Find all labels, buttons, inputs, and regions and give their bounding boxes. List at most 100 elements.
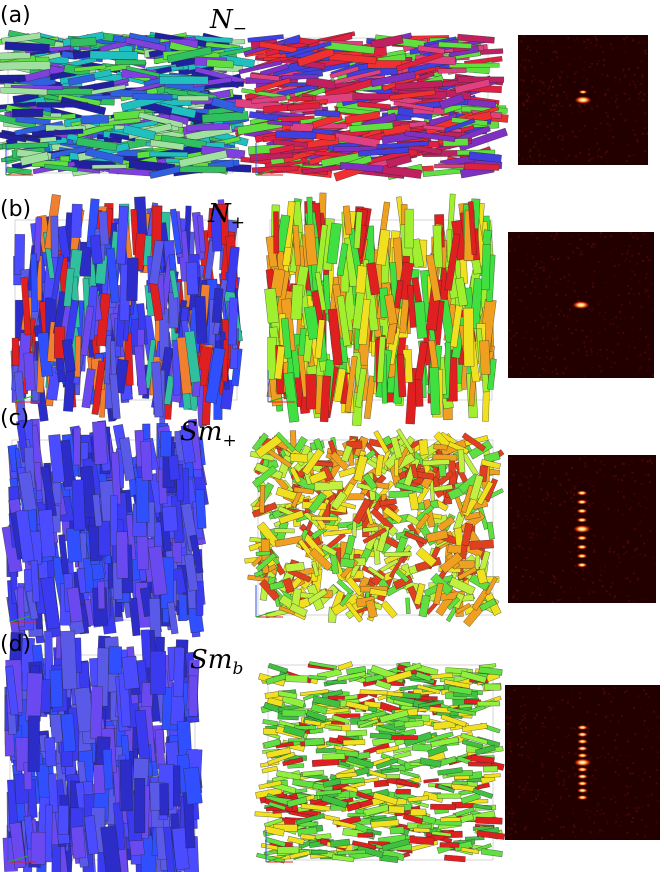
speckle: [646, 704, 649, 707]
speckle: [585, 335, 588, 338]
speckle: [545, 286, 548, 289]
speckle: [537, 476, 540, 479]
speckle: [538, 510, 541, 513]
speckle: [628, 345, 631, 348]
speckle: [556, 468, 558, 470]
speckle: [558, 75, 561, 78]
speckle: [566, 300, 569, 303]
speckle: [515, 566, 518, 569]
speckle: [572, 823, 575, 826]
speckle: [615, 814, 618, 817]
diffraction-spot: [577, 767, 588, 772]
speckle: [637, 578, 640, 581]
speckle: [641, 747, 644, 750]
axis-z: [5, 168, 27, 176]
speckle: [549, 808, 552, 811]
speckle: [529, 149, 532, 152]
particle: [25, 672, 43, 722]
particle: [457, 33, 495, 44]
speckle: [624, 260, 627, 263]
speckle: [606, 161, 609, 164]
speckle: [598, 148, 601, 151]
speckle: [603, 564, 606, 567]
speckle: [628, 292, 631, 295]
speckle: [609, 322, 612, 325]
speckle: [541, 462, 544, 465]
speckle: [531, 66, 534, 69]
speckle: [520, 79, 523, 82]
particle: [170, 208, 182, 255]
speckle: [603, 567, 606, 570]
speckle: [654, 794, 657, 797]
speckle: [595, 687, 598, 690]
speckle: [525, 829, 528, 832]
speckle: [524, 59, 527, 62]
speckle: [581, 751, 584, 754]
speckle: [510, 337, 512, 339]
diffraction-spot: [577, 753, 588, 758]
speckle: [543, 155, 546, 158]
speckle: [603, 153, 606, 156]
speckle: [603, 516, 606, 519]
speckle: [644, 52, 647, 55]
speckle: [602, 536, 605, 539]
particle: [89, 234, 103, 265]
speckle: [557, 599, 560, 602]
speckle: [559, 826, 562, 829]
particle: [290, 284, 304, 320]
speckle: [565, 94, 568, 97]
speckle: [617, 509, 620, 512]
speckle: [575, 136, 578, 139]
speckle: [550, 123, 553, 126]
speckle: [648, 259, 651, 262]
speckle: [587, 38, 590, 41]
speckle: [579, 480, 582, 483]
speckle: [599, 162, 602, 165]
speckle: [608, 693, 610, 695]
speckle: [551, 78, 554, 81]
speckle: [645, 48, 648, 51]
particle: [159, 430, 172, 458]
speckle: [521, 788, 524, 791]
speckle: [647, 729, 650, 732]
speckle: [656, 821, 659, 824]
speckle: [549, 314, 552, 317]
speckle: [559, 277, 562, 280]
speckle: [555, 293, 558, 296]
speckle: [556, 343, 559, 346]
speckle: [606, 821, 609, 824]
speckle: [536, 237, 539, 240]
speckle: [534, 286, 537, 289]
particle: [91, 84, 126, 95]
speckle: [525, 362, 528, 365]
phase-subscript: −: [233, 19, 247, 39]
speckle: [631, 772, 634, 775]
speckle: [557, 160, 560, 163]
speckle: [611, 249, 614, 252]
speckle: [551, 370, 554, 373]
phase-label: N+: [207, 199, 245, 233]
speckle: [516, 589, 519, 592]
speckle: [561, 569, 564, 572]
speckle: [538, 160, 541, 163]
speckle: [548, 69, 551, 72]
diffraction-spot: [576, 508, 588, 514]
speckle: [640, 818, 643, 821]
speckle: [540, 586, 543, 589]
speckle: [640, 305, 643, 308]
particle: [409, 835, 435, 845]
phase-label: Sm+: [180, 417, 237, 451]
speckle: [604, 93, 607, 96]
speckle: [510, 808, 513, 811]
speckle: [523, 475, 526, 478]
speckle: [625, 160, 628, 163]
speckle: [605, 263, 608, 266]
diffraction-spot: [577, 732, 588, 737]
speckle: [525, 515, 528, 518]
speckle: [565, 132, 568, 135]
speckle: [613, 477, 616, 480]
axis-z: [255, 168, 277, 176]
speckle: [604, 817, 607, 820]
speckle: [630, 488, 633, 491]
speckle: [616, 733, 619, 736]
